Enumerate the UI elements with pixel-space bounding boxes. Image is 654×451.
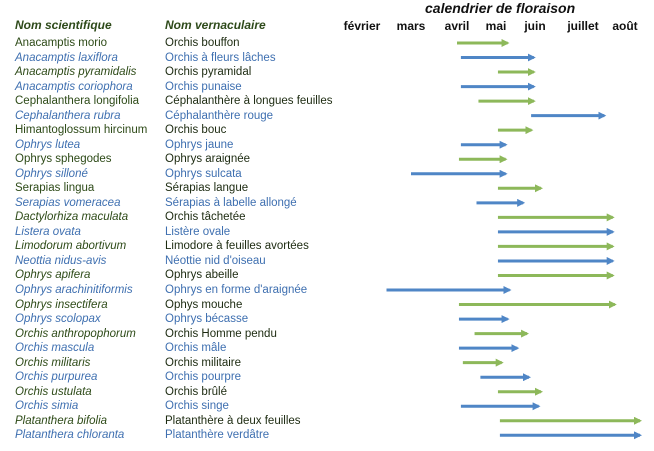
vernacular-name: Sérapias à labelle allongé (165, 196, 297, 209)
scientific-name: Orchis militaris (15, 356, 91, 369)
vernacular-name: Orchis brûlé (165, 385, 227, 398)
species-row: Orchis militaris Orchis militaire (0, 356, 654, 370)
scientific-name: Platanthera chloranta (15, 429, 125, 442)
month-label: mars (396, 19, 426, 33)
scientific-name: Cephalanthera longifolia (15, 95, 140, 108)
vernacular-name: Limodore à feuilles avortées (165, 240, 309, 253)
vernacular-name: Néottie nid d'oiseau (165, 254, 266, 267)
species-row: Cephalanthera rubra Céphalanthère rouge (0, 109, 654, 123)
month-label: juillet (567, 19, 599, 33)
scientific-name: Ophrys apifera (15, 269, 91, 282)
vernacular-name: Céphalanthère rouge (165, 109, 274, 122)
species-row: Ophrys apifera Ophrys abeille (0, 268, 654, 282)
vernacular-name: Ophrys bécasse (165, 313, 249, 326)
vernacular-name: Orchis bouffon (165, 37, 240, 49)
species-row: Anacamptis morio Orchis bouffon (0, 36, 654, 50)
species-row: Cephalanthera longifolia Céphalanthère à … (0, 94, 654, 108)
scientific-name: Dactylorhiza maculata (15, 211, 129, 224)
scientific-name: Ophrys sphegodes (15, 153, 112, 166)
vernacular-name: Orchis Homme pendu (165, 327, 277, 340)
scientific-name: Anacamptis pyramidalis (15, 66, 137, 79)
scientific-name: Orchis simia (15, 400, 79, 413)
column-header-scientific: Nom scientifique (15, 18, 112, 32)
species-row: Ophrys arachinitiformis Ophrys en forme d… (0, 283, 654, 297)
species-row: Himantoglossum hircinum Orchis bouc (0, 123, 654, 137)
species-row: Dactylorhiza maculata Orchis tâchetée (0, 210, 654, 224)
month-label: avril (444, 19, 470, 33)
vernacular-name: Orchis mâle (165, 342, 227, 355)
species-row: Anacamptis laxiflora Orchis à fleurs lâch… (0, 51, 654, 65)
scientific-name: Serapias vomeracea (15, 196, 121, 209)
scientific-name: Listera ovata (15, 225, 81, 238)
species-row: Orchis simia Orchis singe (0, 399, 654, 413)
vernacular-name: Orchis singe (165, 400, 229, 413)
species-row: Orchis mascula Orchis mâle (0, 341, 654, 355)
scientific-name: Platanthera bifolia (15, 414, 108, 427)
scientific-name: Orchis mascula (15, 342, 95, 355)
month-label: juin (524, 19, 546, 33)
vernacular-name: Ophys mouche (165, 298, 243, 311)
species-row: Orchis purpurea Orchis pourpre (0, 370, 654, 384)
scientific-name: Serapias lingua (15, 182, 95, 195)
scientific-name: Orchis ustulata (15, 385, 92, 398)
vernacular-name: Ophrys abeille (165, 269, 239, 282)
vernacular-name: Orchis punaise (165, 80, 242, 93)
scientific-name: Ophrys lutea (15, 138, 81, 151)
species-row: Ophrys scolopax Ophrys bécasse (0, 312, 654, 326)
vernacular-name: Orchis tâchetée (165, 211, 246, 224)
month-label: mai (485, 19, 507, 33)
vernacular-name: Céphalanthère à longues feuilles (165, 95, 333, 108)
vernacular-name: Orchis bouc (165, 124, 227, 137)
scientific-name: Cephalanthera rubra (15, 109, 121, 122)
chart-title: calendrier de floraison (425, 0, 576, 16)
vernacular-name: Orchis pourpre (165, 371, 242, 384)
species-row: Platanthera bifolia Platanthère à deux fe… (0, 414, 654, 428)
scientific-name: Orchis purpurea (15, 371, 98, 384)
month-label: février (343, 19, 381, 33)
species-row: Anacamptis coriophora Orchis punaise (0, 80, 654, 94)
species-row: Listera ovata Listère ovale (0, 225, 654, 239)
scientific-name: Anacamptis laxiflora (15, 51, 118, 64)
scientific-name: Limodorum abortivum (15, 240, 127, 253)
scientific-name: Himantoglossum hircinum (15, 124, 148, 137)
vernacular-name: Ophrys sulcata (165, 167, 242, 180)
scientific-name: Anacamptis coriophora (15, 80, 133, 93)
vernacular-name: Platanthère verdâtre (165, 429, 270, 442)
vernacular-name: Ophrys en forme d'araignée (165, 284, 308, 296)
scientific-name: Anacamptis morio (15, 37, 108, 49)
species-row: Serapias lingua Sérapias langue (0, 181, 654, 195)
species-row: Orchis ustulata Orchis brûlé (0, 385, 654, 399)
vernacular-name: Ophrys jaune (165, 138, 234, 151)
scientific-name: Ophrys insectifera (15, 298, 108, 311)
species-row: Limodorum abortivum Limodore à feuilles a… (0, 239, 654, 253)
scientific-name: Ophrys arachinitiformis (15, 284, 133, 296)
scientific-name: Ophrys silloné (15, 167, 88, 180)
species-row: Ophrys silloné Ophrys sulcata (0, 167, 654, 181)
vernacular-name: Platanthère à deux feuilles (165, 414, 301, 427)
species-row: Anacamptis pyramidalis Orchis pyramidal (0, 65, 654, 79)
vernacular-name: Sérapias langue (165, 182, 249, 195)
vernacular-name: Orchis à fleurs lâches (165, 51, 276, 64)
column-header-vernacular: Nom vernaculaire (165, 18, 266, 32)
vernacular-name: Listère ovale (165, 225, 231, 238)
scientific-name: Ophrys scolopax (15, 313, 101, 326)
species-row: Ophrys lutea Ophrys jaune (0, 138, 654, 152)
scientific-name: Orchis anthropophorum (15, 327, 136, 340)
scientific-name: Neottia nidus-avis (15, 254, 107, 267)
species-row: Neottia nidus-avis Néottie nid d'oiseau (0, 254, 654, 268)
species-row: Orchis anthropophorum Orchis Homme pendu (0, 327, 654, 341)
species-row: Platanthera chloranta Platanthère verdâtr… (0, 428, 654, 442)
species-row: Ophrys insectifera Ophys mouche (0, 298, 654, 312)
vernacular-name: Orchis pyramidal (165, 66, 252, 79)
species-row: Serapias vomeracea Sérapias à labelle all… (0, 196, 654, 210)
species-row: Ophrys sphegodes Ophrys araignée (0, 152, 654, 166)
vernacular-name: Orchis militaire (165, 356, 242, 369)
month-label: août (612, 19, 638, 33)
vernacular-name: Ophrys araignée (165, 153, 251, 166)
